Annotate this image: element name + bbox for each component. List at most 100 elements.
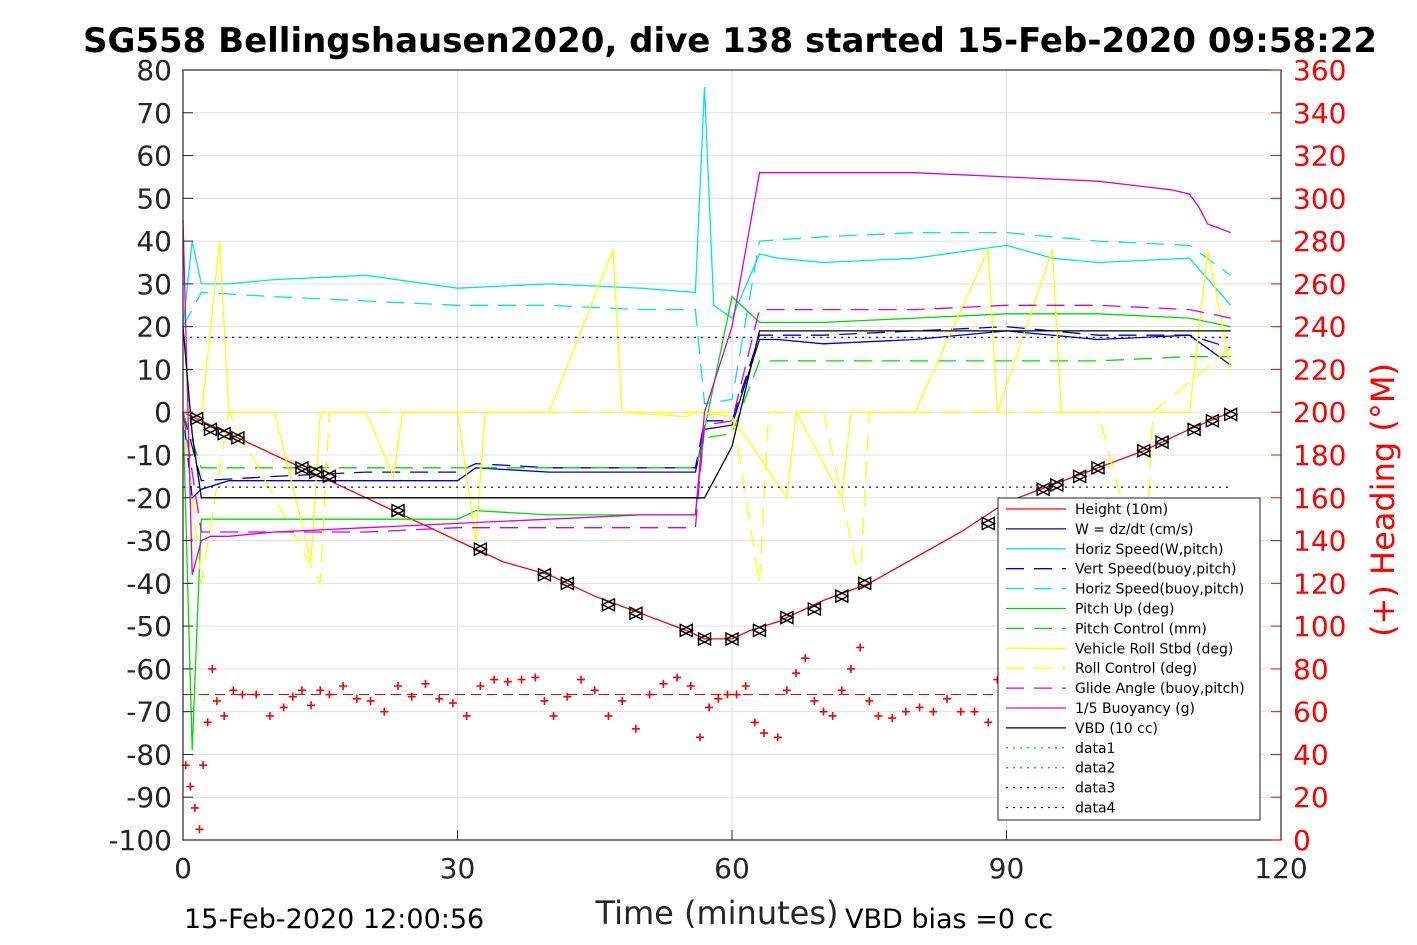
- dive-marker: [678, 623, 693, 638]
- legend: Height (10m) W = dz/dt (cm/s) Horiz Speed(…: [997, 497, 1261, 821]
- heading-point: [874, 711, 883, 720]
- legend-label: Glide Angle (buoy,pitch): [1075, 681, 1245, 697]
- heading-point: [828, 711, 837, 720]
- right-tick-label: 260: [1293, 268, 1346, 301]
- dive-marker: [294, 460, 309, 475]
- dive-marker: [779, 610, 794, 625]
- right-tick-label: 300: [1293, 182, 1346, 215]
- dive-marker: [724, 631, 739, 647]
- dive-marker: [189, 411, 204, 426]
- heading-point: [929, 707, 938, 716]
- x-axis-label: Time (minutes): [595, 894, 839, 932]
- heading-point: [352, 694, 361, 703]
- y-tick-label: 20: [136, 311, 172, 344]
- series-line-11: [182, 172, 1231, 575]
- series-line-3: [182, 87, 1232, 327]
- heading-point: [540, 696, 549, 705]
- heading-point: [673, 673, 682, 682]
- dive-marker: [202, 422, 218, 437]
- series-line-8: [182, 241, 1232, 563]
- y-tick-label: -80: [126, 738, 172, 771]
- legend-label: W = dz/dt (cm/s): [1075, 522, 1194, 538]
- legend-label: data2: [1075, 761, 1115, 777]
- y-tick-label: -90: [126, 781, 172, 814]
- dive-marker: [230, 430, 245, 446]
- heading-point: [549, 711, 558, 720]
- dive-marker: [321, 469, 337, 484]
- heading-point: [750, 718, 759, 727]
- y-tick-label: -60: [126, 653, 172, 686]
- dive-marker: [1186, 422, 1201, 437]
- heading-point: [265, 711, 274, 720]
- series-line-2: [182, 330, 1232, 500]
- heading-point: [407, 692, 416, 701]
- x-tick-label: 30: [440, 852, 476, 885]
- heading-point: [686, 682, 695, 690]
- y-tick-label: 60: [136, 140, 172, 173]
- right-tick-label: 120: [1293, 567, 1346, 600]
- x-tick-label: 120: [1254, 852, 1307, 885]
- y-tick-label: 0: [154, 396, 172, 429]
- heading-point: [563, 692, 572, 701]
- series-line-4: [182, 326, 1231, 482]
- x-tick-label: 90: [989, 852, 1025, 885]
- right-tick-label: 100: [1293, 610, 1346, 643]
- y-tick-label: -50: [126, 610, 172, 643]
- dive-marker: [1090, 460, 1105, 475]
- heading-point: [705, 703, 714, 712]
- x-tick-label: 60: [714, 852, 750, 885]
- heading-point: [199, 761, 208, 770]
- dive-marker: [806, 601, 822, 617]
- heading-point: [631, 724, 640, 733]
- legend-label: 1/5 Buoyancy (g): [1075, 701, 1195, 717]
- heading-point: [714, 694, 723, 703]
- right-tick-label: 0: [1293, 824, 1311, 857]
- legend-label: Pitch Up (deg): [1075, 602, 1174, 618]
- dive-marker: [1035, 482, 1050, 497]
- x-tick-label: 0: [174, 852, 192, 885]
- dive-marker: [1072, 469, 1087, 484]
- heading-point: [856, 643, 865, 652]
- legend-label: Vehicle Roll Stbd (deg): [1075, 641, 1233, 657]
- series-line-7: [182, 355, 1231, 469]
- footer-timestamp: 15-Feb-2020 12:00:56: [184, 904, 484, 935]
- heading-point: [448, 699, 457, 708]
- legend-label: data1: [1075, 741, 1115, 757]
- legend-label: Horiz Speed(W,pitch): [1075, 542, 1223, 558]
- y-tick-label: -10: [126, 439, 172, 472]
- heading-point: [186, 782, 195, 791]
- heading-point: [618, 696, 627, 705]
- heading-point: [229, 686, 238, 695]
- dive-marker: [1049, 477, 1064, 493]
- heading-point: [741, 682, 750, 690]
- series-layer: [182, 87, 1232, 751]
- heading-point: [503, 677, 512, 686]
- dive-marker: [536, 567, 552, 582]
- right-tick-label: 20: [1293, 781, 1329, 814]
- right-tick-label: 160: [1293, 482, 1346, 515]
- y-tick-label: -70: [126, 696, 172, 729]
- legend-label: Pitch Control (mm): [1075, 621, 1207, 637]
- heading-point: [773, 733, 782, 742]
- y-axis-ticks: -100-90-80-70-60-50-40-30-20-10010203040…: [108, 54, 193, 857]
- heading-point: [307, 701, 316, 710]
- y-tick-label: 50: [136, 182, 172, 215]
- y-tick-label: -100: [108, 824, 172, 857]
- marker-layer: [189, 407, 1239, 647]
- right-tick-label: 320: [1293, 140, 1346, 173]
- heading-point: [888, 714, 897, 723]
- dive-marker: [1223, 407, 1238, 422]
- heading-point: [604, 711, 613, 720]
- heading-point: [490, 675, 499, 684]
- right-tick-label: 360: [1293, 54, 1346, 87]
- legend-label: Vert Speed(buoy,pitch): [1075, 562, 1237, 578]
- dive-marker: [216, 426, 231, 441]
- right-tick-label: 80: [1293, 653, 1329, 686]
- series-line-5: [182, 231, 1232, 405]
- y-tick-label: -40: [126, 567, 172, 600]
- y-tick-label: -30: [126, 525, 172, 558]
- heading-point: [297, 686, 306, 695]
- heading-point: [956, 707, 965, 716]
- legend-box: [997, 497, 1261, 821]
